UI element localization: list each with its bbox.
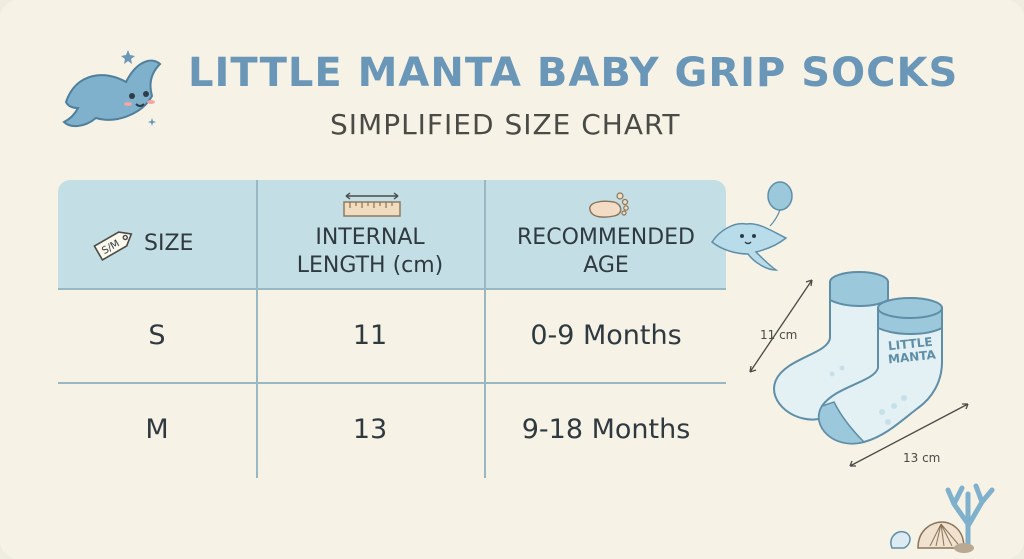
dimension-large-label: 13 cm — [903, 451, 941, 465]
cell-size: S — [148, 320, 166, 351]
column-header-size: SIZE — [144, 231, 194, 256]
cell-length: 13 — [352, 414, 388, 445]
row-divider — [58, 382, 726, 384]
cell-length: 11 — [352, 320, 388, 351]
column-header-length-line1: INTERNAL — [315, 225, 425, 250]
column-header-age-line1: RECOMMENDED — [517, 225, 695, 250]
ruler-icon — [343, 192, 401, 217]
coral-shells-icon — [890, 483, 995, 553]
size-tag-icon — [93, 231, 133, 262]
baby-foot-icon — [589, 192, 629, 218]
column-divider — [256, 180, 258, 478]
cell-age: 9-18 Months — [521, 414, 691, 445]
size-table: S/M SIZE INTERNAL LENGTH (cm) RECOMMENDE… — [58, 180, 726, 480]
manta-balloon-icon — [710, 181, 793, 271]
column-header-age-line2: AGE — [583, 253, 629, 278]
cell-size: M — [145, 414, 169, 445]
row-divider — [58, 288, 726, 290]
table-header — [58, 180, 726, 290]
column-header-length-line2: LENGTH (cm) — [296, 253, 444, 278]
socks-illustration — [749, 271, 969, 467]
page-title: LITTLE MANTA BABY GRIP SOCKS — [188, 50, 959, 96]
dimension-small-label: 11 cm — [760, 328, 798, 342]
manta-mascot-icon — [62, 50, 162, 128]
page-subtitle: SIMPLIFIED SIZE CHART — [330, 108, 681, 141]
cell-age: 0-9 Months — [530, 320, 682, 351]
column-divider — [484, 180, 486, 478]
